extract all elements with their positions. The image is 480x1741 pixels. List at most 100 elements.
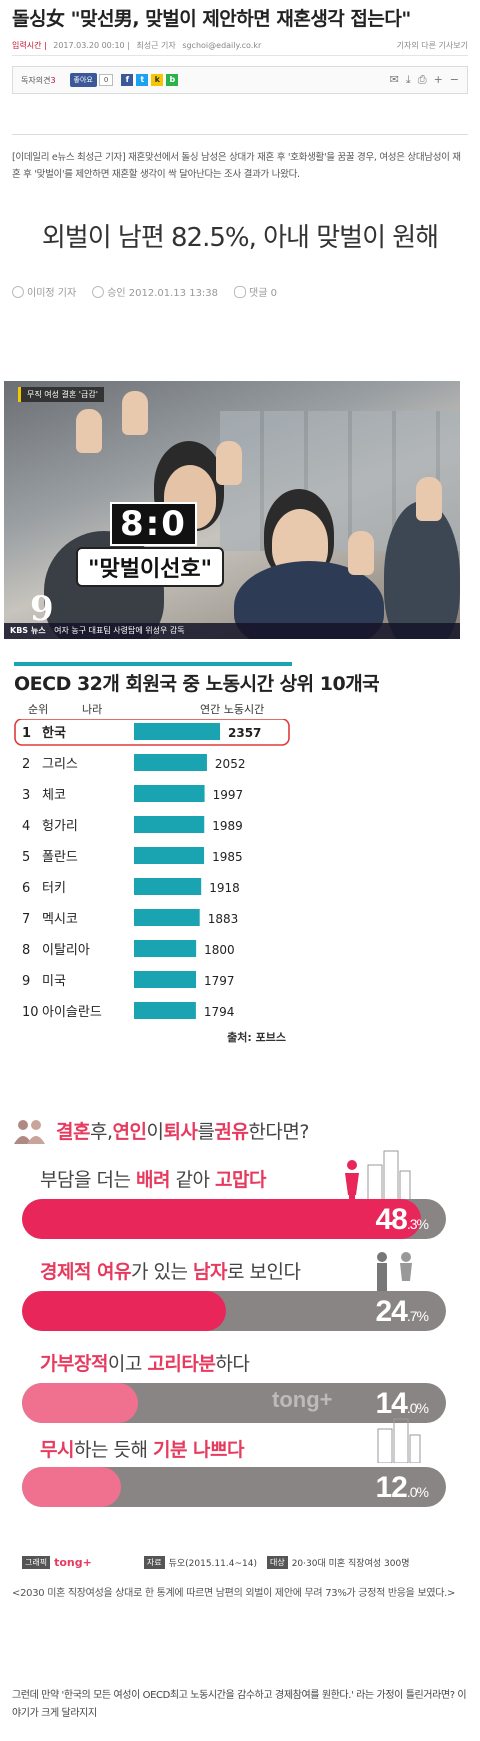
bar (134, 940, 197, 957)
rank-label: 5 (22, 850, 30, 865)
q-part: 이 (146, 1121, 164, 1143)
bar (134, 816, 205, 833)
bar (134, 785, 205, 802)
meta-email[interactable]: sgchoi@edaily.co.kr (182, 41, 262, 50)
tong-watermark: tong+ (272, 1387, 333, 1412)
meta-author[interactable]: 최성근 기자 (136, 41, 176, 50)
value-label: 1883 (208, 912, 239, 926)
answer-fill (22, 1291, 227, 1331)
rank-label: 8 (22, 943, 30, 958)
answer-percent-1: 48.3% (375, 1203, 429, 1236)
highlight-box (14, 719, 290, 746)
bar (134, 1002, 196, 1019)
country-label: 아이슬란드 (42, 1005, 102, 1020)
person-icon (12, 285, 24, 298)
facebook-icon[interactable]: f (121, 74, 134, 86)
raised-hand (416, 477, 442, 521)
ticker-text: 여자 농구 대표팀 사령탑에 위성우 감독 (54, 626, 185, 635)
chart-top-bar (14, 662, 292, 666)
credit-graphic-label: 그래픽 (22, 1556, 51, 1569)
q-part: 한다면? (248, 1121, 309, 1143)
person-body (384, 501, 460, 639)
rank-label: 10 (22, 1005, 39, 1020)
value-label: 1997 (213, 788, 244, 802)
twitter-icon[interactable]: t (136, 74, 149, 86)
other-articles-link[interactable]: 기자의 다른 기사보기 (396, 41, 468, 50)
kbs-logo: KBS 뉴스 (10, 626, 46, 635)
survey-infographic: 결혼 후, 연인 이 퇴사 를 권유 한다면? 부담을 더는 배려 같아 고맙다 48… (0, 1117, 480, 1572)
value-label: 1794 (204, 1005, 235, 1019)
lead-paragraph: [이데일리 e뉴스 최성근 기자] 재혼맞선에서 돌싱 남성은 상대가 재혼 후… (12, 152, 461, 180)
answer-percent-4: 12.0% (375, 1471, 429, 1504)
country-label: 이탈리아 (42, 943, 90, 958)
meta-label: 입력시간 | (12, 41, 47, 50)
q-part: 권유 (214, 1121, 249, 1143)
answer-fill (22, 1199, 422, 1239)
zoom-out-icon[interactable]: − (449, 73, 459, 86)
credit-target: 20·30대 미혼 직장여성 300명 (291, 1559, 410, 1569)
reader-comments-link[interactable]: 독자의견3 (21, 75, 56, 85)
fb-like-button[interactable]: 좋아요 (69, 73, 97, 87)
credit-target-label: 대상 (266, 1556, 288, 1569)
bar (134, 754, 207, 771)
country-label: 체코 (42, 788, 66, 803)
fb-like-count: 0 (98, 74, 114, 86)
answer-label-2: 경제적 여유가 있는 남자로 보인다 (40, 1261, 301, 1283)
q-part: 연인 (112, 1121, 147, 1143)
rank-label: 6 (22, 881, 30, 896)
col-hours: 연간 노동시간 (200, 703, 265, 716)
oecd-bars: 1 한국 2357 2 그리스 2052 3 체코 1997 4 헝가리 1989 5 폴란드 1985 6 터… (14, 719, 290, 1020)
band-icon[interactable]: b (166, 74, 179, 86)
comments-link[interactable]: 댓글 0 (234, 284, 277, 299)
article-meta: 입력시간 | 2017.03.20 00:10 | 최성근 기자 sgchoi@… (12, 34, 468, 56)
value-label: 1800 (204, 943, 235, 957)
download-icon[interactable]: ⤓ (405, 73, 411, 86)
byline-approved: 승인 2012.01.13 13:38 (107, 288, 219, 299)
value-label: 2052 (215, 757, 246, 771)
answer-label-1: 부담을 더는 배려 같아 고맙다 (40, 1169, 266, 1191)
credit-source-label: 자료 (143, 1556, 165, 1569)
meta-time: 2017.03.20 00:10 | (53, 41, 130, 50)
bar (134, 878, 202, 895)
byline-comments: 댓글 0 (249, 288, 277, 299)
value-label: 1918 (209, 881, 240, 895)
answer-percent-3: 14.0% (375, 1387, 429, 1420)
answer-fill (22, 1383, 138, 1423)
rank-label: 1 (22, 726, 31, 741)
building-icon (377, 1418, 421, 1463)
survey-question: 결혼 후, 연인 이 퇴사 를 권유 한다면? (12, 1117, 309, 1144)
chart-title: OECD 32개 회원국 중 노동시간 상위 10개국 (14, 673, 380, 695)
channel-logo: 9 (30, 589, 54, 629)
country-label: 폴란드 (42, 850, 78, 865)
news-ticker: KBS 뉴스 여자 농구 대표팀 사령탑에 위성우 감독 (4, 623, 460, 639)
raised-hand (122, 391, 148, 435)
bar (134, 847, 205, 864)
article-title: 돌싱女 "맞선男, 맞벌이 제안하면 재혼생각 접는다" (12, 8, 411, 30)
embedded-headline: 외벌이 남편 82.5%, 아내 맞벌이 원해 (41, 223, 439, 253)
country-label: 그리스 (42, 757, 78, 772)
value-label: 2357 (228, 726, 261, 740)
chart-column-header: 순위 나라 연간 노동시간 (14, 701, 292, 719)
news-video-still[interactable]: 무직 여성 결혼 '급감' 8:0 "맞벌이선호" 9 KBS 뉴스 여자 농구… (4, 381, 460, 639)
byline: 이미정 기자 승인 2012.01.13 13:38 댓글 0 (12, 284, 468, 299)
rank-label: 7 (22, 912, 30, 927)
country-label: 미국 (42, 974, 66, 989)
clock-icon (92, 285, 105, 298)
video-score-caption: "맞벌이선호" (76, 547, 225, 587)
raised-hand (216, 441, 242, 485)
mail-icon[interactable]: ✉ (389, 73, 399, 86)
print-icon[interactable]: ⎙ (417, 73, 427, 86)
zoom-in-icon[interactable]: + (433, 73, 443, 86)
raised-hand (348, 531, 374, 575)
comment-icon (234, 285, 247, 298)
image-caption: <2030 미혼 직장여성을 상대로 한 통계에 따르면 남편의 외벌이 제안에… (12, 1588, 456, 1599)
answer-bar-1: 48.3% (22, 1199, 446, 1239)
video-topic-tag: 무직 여성 결혼 '급감' (18, 387, 104, 402)
kakao-icon[interactable]: k (151, 74, 164, 86)
share-toolbar: 독자의견3 좋아요 0 f t k b ✉ ⤓ ⎙ + − (12, 66, 468, 94)
divider (12, 134, 468, 135)
bar (134, 971, 197, 988)
rank-label: 9 (22, 974, 30, 989)
building-icon (367, 1150, 411, 1205)
chart-source: 출처: 포브스 (227, 1031, 286, 1044)
